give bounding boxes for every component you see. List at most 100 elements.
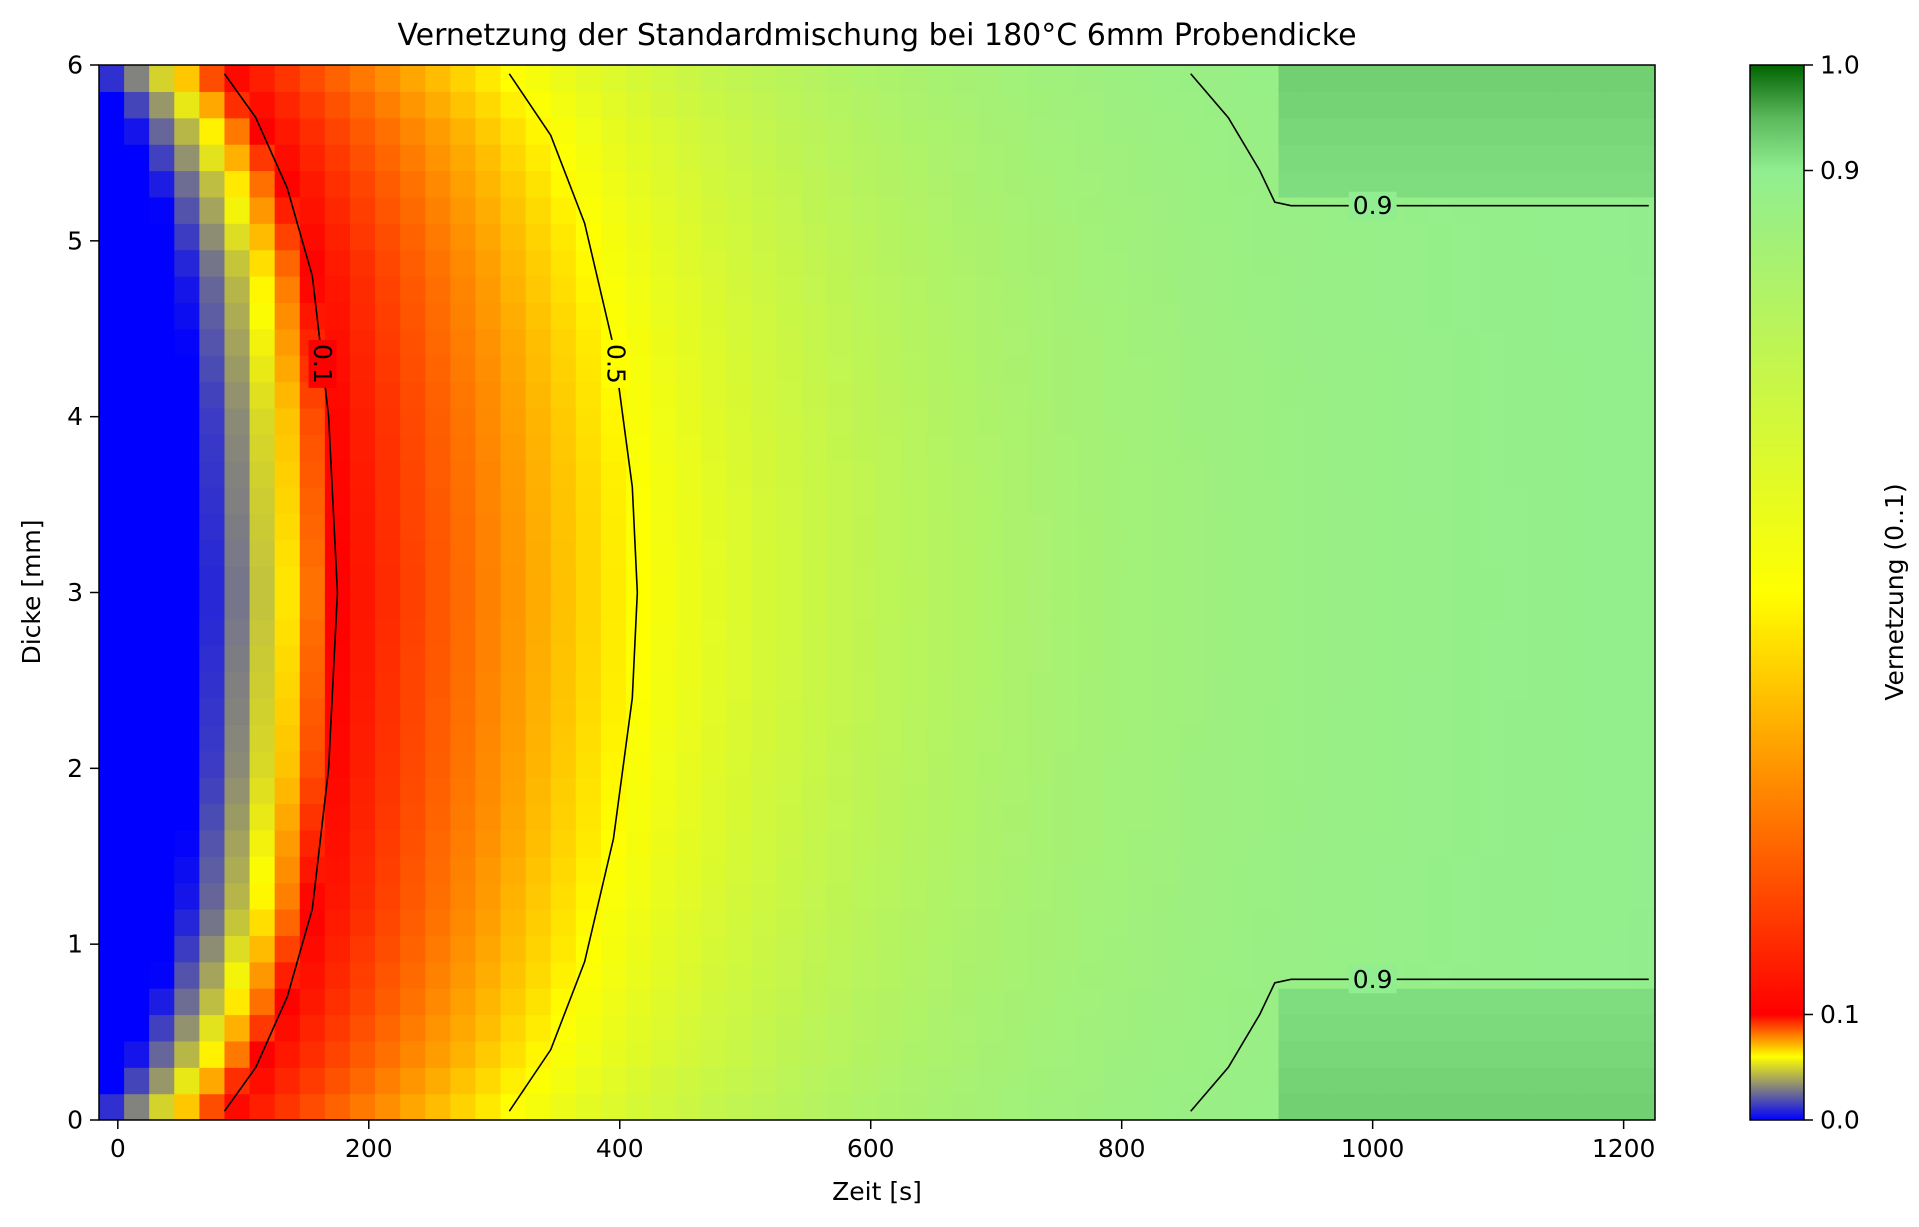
heatmap-cell [1554, 645, 1581, 673]
heatmap-cell [1629, 196, 1655, 224]
heatmap-cell [124, 170, 150, 198]
heatmap-cell [475, 276, 502, 303]
heatmap-cell [1629, 223, 1655, 251]
heatmap-cell [1077, 856, 1104, 884]
heatmap-cell [1102, 671, 1129, 699]
heatmap-cell [1077, 671, 1104, 699]
heatmap-cell [199, 144, 226, 172]
heatmap-cell [1303, 249, 1330, 277]
heatmap-cell [450, 302, 477, 330]
heatmap-cell [1529, 302, 1556, 330]
heatmap-cell [349, 196, 376, 224]
heatmap-cell [1604, 196, 1631, 224]
heatmap-cell [1153, 328, 1179, 356]
heatmap-cell [701, 117, 728, 145]
heatmap-cell [224, 724, 251, 752]
heatmap-cell [600, 961, 627, 989]
x-tick-label: 1200 [1592, 1134, 1656, 1163]
heatmap-cell [1579, 65, 1606, 92]
heatmap-cell [450, 355, 477, 383]
heatmap-cell [1604, 1040, 1631, 1068]
heatmap-cell [1604, 91, 1631, 119]
heatmap-cell [299, 1093, 326, 1120]
heatmap-cell [902, 618, 928, 646]
heatmap-cell [826, 91, 853, 119]
heatmap-cell [1378, 487, 1405, 514]
heatmap-cell [224, 909, 251, 936]
heatmap-cell [224, 1040, 251, 1068]
heatmap-cell [1554, 539, 1581, 567]
heatmap-cell [751, 460, 778, 488]
heatmap-cell [375, 566, 401, 594]
heatmap-cell [1228, 196, 1255, 224]
heatmap-cell [1178, 803, 1204, 831]
heatmap-cell [1278, 328, 1305, 356]
heatmap-cell [1429, 513, 1455, 541]
heatmap-cell [99, 381, 125, 409]
heatmap-cell [199, 355, 226, 383]
heatmap-cell [1278, 513, 1305, 541]
heatmap-cell [626, 1093, 652, 1120]
heatmap-cell [425, 961, 451, 989]
heatmap-cell [475, 1014, 502, 1042]
heatmap-cell [550, 539, 577, 567]
heatmap-cell [174, 1014, 200, 1042]
heatmap-cell [676, 539, 702, 567]
heatmap-cell [1454, 144, 1480, 172]
heatmap-cell [425, 249, 451, 277]
heatmap-cell [902, 249, 928, 277]
heatmap-cell [450, 803, 477, 831]
heatmap-cell [1178, 829, 1204, 857]
heatmap-cell [1303, 988, 1330, 1016]
heatmap-cell [676, 566, 702, 594]
heatmap-cell [1178, 1040, 1204, 1068]
heatmap-cell [1479, 65, 1506, 92]
heatmap-cell [450, 829, 477, 857]
heatmap-cell [1127, 513, 1154, 541]
heatmap-cell [1303, 724, 1330, 752]
heatmap-cell [977, 803, 1004, 831]
heatmap-cell [550, 487, 577, 514]
heatmap-cell [751, 1093, 778, 1120]
heatmap-cell [1253, 276, 1280, 303]
heatmap-cell [1102, 645, 1129, 673]
heatmap-cell [575, 487, 602, 514]
heatmap-cell [600, 671, 627, 699]
heatmap-cell [1504, 355, 1531, 383]
heatmap-cell [1604, 144, 1631, 172]
heatmap-cell [1303, 856, 1330, 884]
heatmap-cell [249, 223, 276, 251]
heatmap-cell [600, 698, 627, 725]
heatmap-cell [1077, 539, 1104, 567]
heatmap-cell [174, 882, 200, 910]
heatmap-cell [1052, 909, 1079, 936]
heatmap-cell [575, 750, 602, 778]
heatmap-cell [1629, 381, 1655, 409]
heatmap-cell [651, 65, 677, 92]
heatmap-cell [375, 592, 401, 620]
heatmap-cell [1203, 170, 1229, 198]
heatmap-cell [1278, 434, 1305, 462]
heatmap-cell [174, 223, 200, 251]
heatmap-cell [851, 909, 878, 936]
heatmap-cell [676, 645, 702, 673]
heatmap-cell [1479, 460, 1506, 488]
heatmap-cell [324, 1040, 351, 1068]
heatmap-cell [1253, 592, 1280, 620]
x-tick-label: 600 [847, 1134, 895, 1163]
heatmap-cell [1454, 777, 1480, 805]
heatmap-cell [550, 276, 577, 303]
heatmap-cell [99, 223, 125, 251]
heatmap-cell [500, 539, 527, 567]
heatmap-cell [1228, 276, 1255, 303]
heatmap-cell [701, 988, 728, 1016]
heatmap-cell [1328, 698, 1355, 725]
heatmap-cell [1353, 882, 1380, 910]
heatmap-cell [1077, 302, 1104, 330]
heatmap-cell [1203, 276, 1229, 303]
heatmap-cell [199, 909, 226, 936]
heatmap-cell [274, 1014, 301, 1042]
heatmap-cell [826, 487, 853, 514]
heatmap-cell [851, 302, 878, 330]
